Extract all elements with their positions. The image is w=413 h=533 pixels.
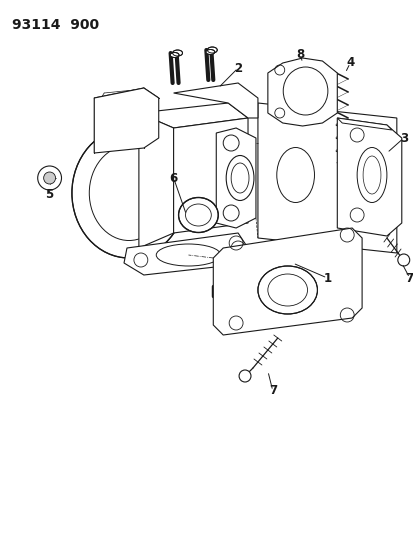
Polygon shape — [94, 88, 158, 153]
Polygon shape — [267, 58, 337, 126]
Text: 4: 4 — [345, 56, 354, 69]
Text: 7: 7 — [405, 271, 413, 285]
Circle shape — [239, 370, 250, 382]
Ellipse shape — [72, 128, 185, 258]
Polygon shape — [216, 128, 255, 228]
Ellipse shape — [172, 50, 182, 56]
Polygon shape — [124, 233, 247, 275]
Text: 7: 7 — [268, 384, 276, 398]
Ellipse shape — [207, 47, 217, 53]
Ellipse shape — [205, 50, 214, 54]
Polygon shape — [173, 83, 257, 118]
Text: 1: 1 — [323, 271, 331, 285]
Text: 8: 8 — [296, 49, 304, 61]
Text: 5: 5 — [45, 189, 54, 201]
Text: 3: 3 — [399, 132, 407, 144]
Polygon shape — [257, 103, 396, 253]
Polygon shape — [337, 118, 391, 130]
Circle shape — [43, 172, 55, 184]
Ellipse shape — [170, 52, 179, 58]
Polygon shape — [173, 118, 247, 233]
Ellipse shape — [257, 266, 317, 314]
Polygon shape — [138, 103, 247, 128]
Ellipse shape — [178, 198, 218, 232]
Polygon shape — [337, 118, 401, 236]
Text: 6: 6 — [169, 172, 177, 184]
Circle shape — [397, 254, 409, 266]
Polygon shape — [138, 113, 173, 248]
Text: 2: 2 — [233, 61, 242, 75]
Text: 93114  900: 93114 900 — [12, 18, 99, 32]
Polygon shape — [213, 228, 361, 335]
